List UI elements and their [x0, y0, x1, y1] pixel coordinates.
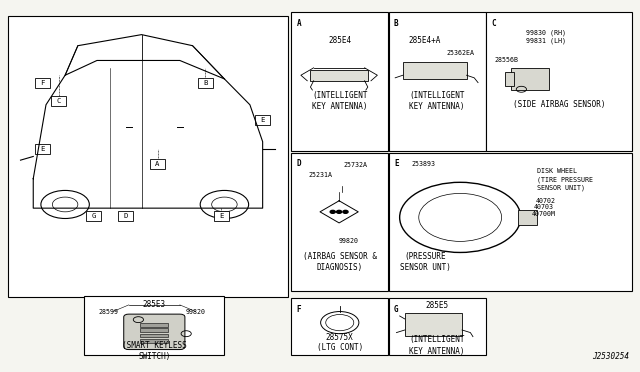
Text: A: A	[296, 19, 301, 28]
Text: (SMART KEYLESS
SWITCH): (SMART KEYLESS SWITCH)	[122, 341, 187, 362]
Text: 25362EA: 25362EA	[446, 50, 474, 56]
Text: (INTELLIGENT
KEY ANTENNA): (INTELLIGENT KEY ANTENNA)	[410, 336, 465, 356]
Bar	[389, 13, 486, 151]
Bar	[404, 313, 462, 336]
Bar	[403, 62, 467, 79]
Text: J2530254: J2530254	[592, 352, 629, 361]
Text: E: E	[260, 117, 265, 123]
Text: G: G	[394, 305, 399, 314]
Bar	[518, 210, 537, 225]
Bar	[140, 334, 168, 337]
Bar	[51, 96, 67, 106]
Text: DISK WHEEL: DISK WHEEL	[537, 168, 577, 174]
Text: F: F	[40, 80, 45, 86]
Text: 25732A: 25732A	[344, 161, 368, 167]
Bar	[140, 339, 168, 343]
Bar	[84, 296, 225, 355]
Text: 40703: 40703	[534, 205, 554, 211]
Bar	[255, 115, 270, 125]
Text: 99830 (RH)
99831 (LH): 99830 (RH) 99831 (LH)	[526, 29, 566, 44]
Circle shape	[337, 211, 342, 213]
Text: B: B	[203, 80, 207, 86]
Bar	[35, 78, 51, 88]
Text: (INTELLIGENT
KEY ANTENNA): (INTELLIGENT KEY ANTENNA)	[410, 91, 465, 111]
Text: 40702: 40702	[536, 198, 556, 204]
Text: 28599: 28599	[99, 308, 118, 315]
Bar	[291, 298, 388, 355]
Text: (INTELLIGENT
KEY ANTENNA): (INTELLIGENT KEY ANTENNA)	[312, 91, 367, 111]
Text: D: D	[124, 213, 128, 219]
Text: 99820: 99820	[186, 308, 205, 315]
Text: E: E	[219, 213, 223, 219]
Text: 285E4: 285E4	[328, 36, 351, 45]
Text: 285E4+A: 285E4+A	[408, 36, 441, 45]
Text: E: E	[40, 147, 45, 153]
Text: 28556B: 28556B	[495, 57, 518, 64]
Text: G: G	[92, 213, 96, 219]
Bar	[140, 323, 168, 327]
Bar	[389, 153, 632, 291]
Text: E: E	[394, 160, 399, 169]
Text: (PRESSURE
SENSOR UNT): (PRESSURE SENSOR UNT)	[400, 251, 451, 272]
Bar	[291, 13, 388, 151]
Text: (SIDE AIRBAG SENSOR): (SIDE AIRBAG SENSOR)	[513, 100, 605, 109]
Bar	[150, 159, 165, 169]
Text: (AIRBAG SENSOR &
DIAGNOSIS): (AIRBAG SENSOR & DIAGNOSIS)	[303, 251, 377, 272]
FancyBboxPatch shape	[124, 314, 185, 350]
Text: (LTG CONT): (LTG CONT)	[317, 343, 363, 352]
Bar	[310, 70, 368, 81]
Text: 253893: 253893	[412, 161, 435, 167]
Bar	[86, 211, 101, 221]
Text: 25231A: 25231A	[308, 172, 332, 178]
Text: 28575X: 28575X	[326, 333, 354, 342]
Text: C: C	[56, 99, 61, 105]
Bar	[35, 144, 51, 154]
Text: 285E5: 285E5	[426, 301, 449, 311]
Circle shape	[330, 211, 335, 213]
Text: C: C	[492, 19, 496, 28]
Bar	[486, 13, 632, 151]
Text: 285E3: 285E3	[143, 300, 166, 309]
Bar	[291, 153, 388, 291]
Text: SENSOR UNIT): SENSOR UNIT)	[537, 184, 585, 191]
Bar	[140, 328, 168, 332]
Text: A: A	[156, 161, 160, 167]
Text: 99820: 99820	[339, 238, 358, 244]
Bar	[8, 16, 288, 297]
Bar	[118, 211, 133, 221]
Bar	[198, 78, 213, 88]
Text: F: F	[296, 305, 301, 314]
Text: B: B	[394, 19, 399, 28]
Text: D: D	[296, 160, 301, 169]
Bar	[389, 298, 486, 355]
Bar	[505, 71, 515, 86]
Bar	[511, 68, 549, 90]
Text: (TIRE PRESSURE: (TIRE PRESSURE	[537, 176, 593, 183]
Text: 40700M: 40700M	[532, 211, 556, 217]
Circle shape	[343, 211, 348, 213]
Bar	[214, 211, 229, 221]
